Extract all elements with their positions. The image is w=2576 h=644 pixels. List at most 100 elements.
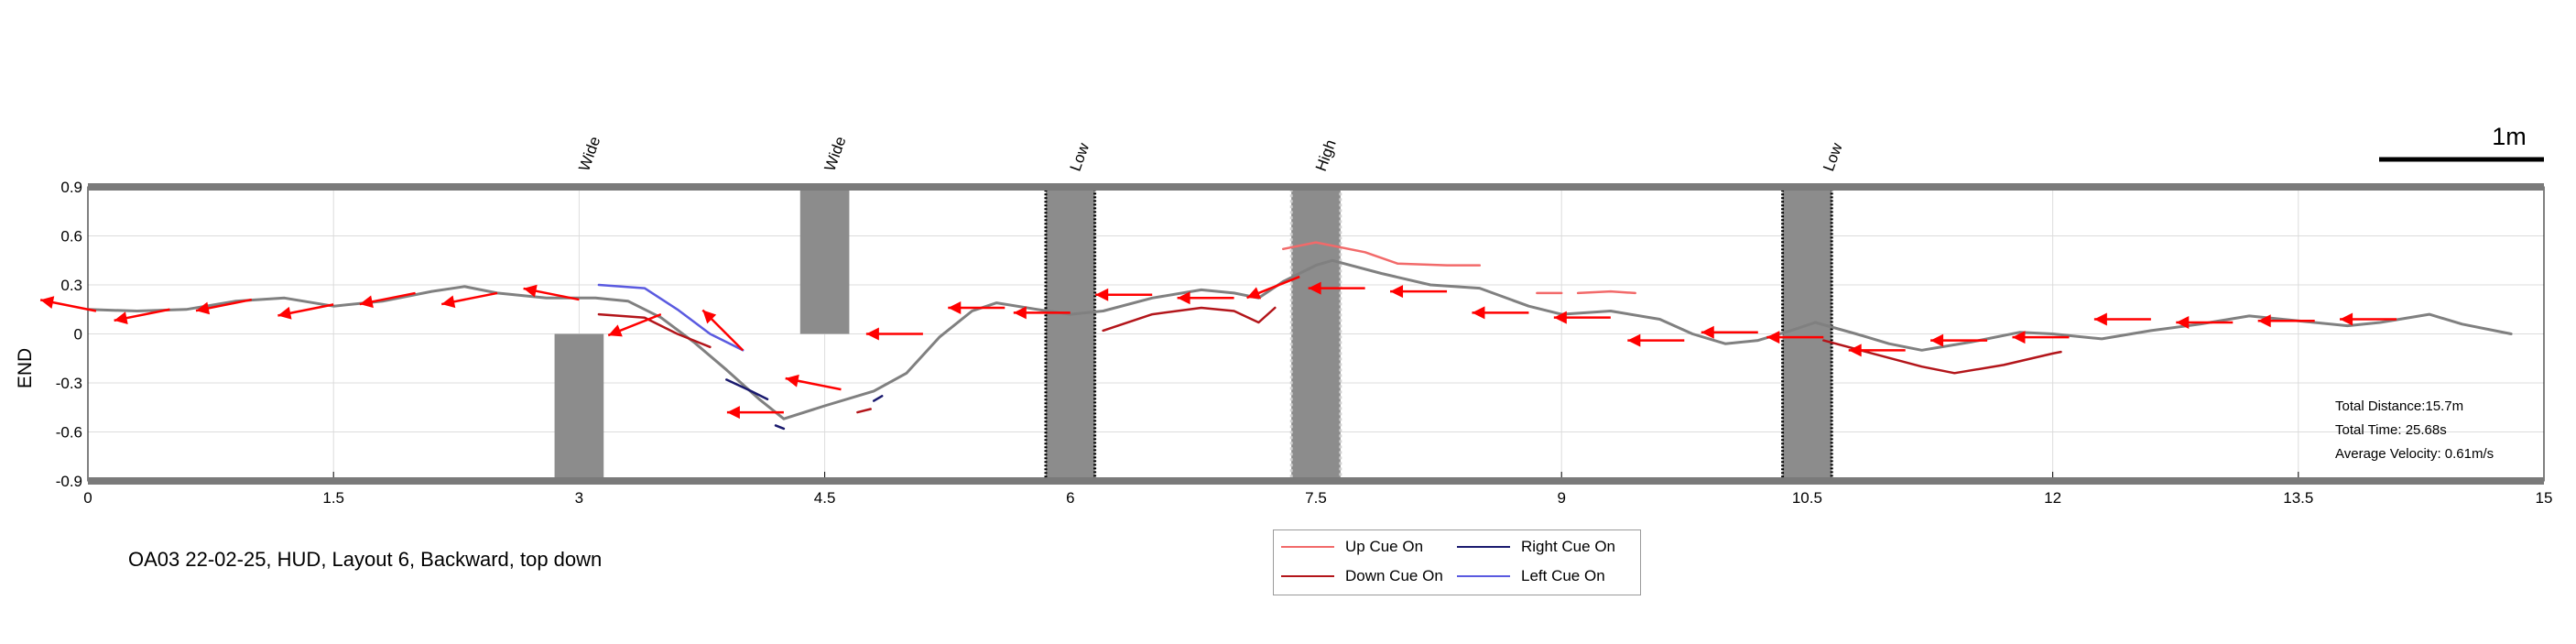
heading-arrow-head bbox=[1627, 333, 1641, 347]
x-tick-label: 4.5 bbox=[814, 489, 836, 507]
heading-arrow bbox=[440, 291, 498, 309]
x-tick-label: 7.5 bbox=[1305, 489, 1327, 507]
series-path bbox=[86, 258, 2513, 420]
heading-arrow-head bbox=[2340, 312, 2353, 326]
heading-arrows bbox=[39, 275, 2397, 420]
heading-arrow bbox=[2340, 312, 2397, 326]
scale-bar: 1m bbox=[2379, 123, 2544, 162]
scale-bar-label: 1m bbox=[2492, 123, 2527, 150]
legend-label-down-cue: Down Cue On bbox=[1345, 567, 1443, 584]
legend-item-left-cue: Left Cue On bbox=[1457, 567, 1605, 585]
series-down-cue bbox=[1102, 306, 1277, 333]
heading-arrow-head bbox=[608, 324, 623, 337]
obstacle-label: Wide bbox=[575, 134, 603, 173]
series-up-cue bbox=[1576, 289, 1636, 295]
legend-label-right-cue: Right Cue On bbox=[1521, 538, 1615, 555]
heading-arrow-head bbox=[277, 306, 292, 320]
x-tick-label: 3 bbox=[575, 489, 583, 507]
heading-arrow-head bbox=[2176, 316, 2190, 330]
y-tick-label: 0.6 bbox=[60, 228, 82, 246]
y-tick-label: 0 bbox=[74, 326, 82, 344]
x-tick-labels: 0 1.5 3 4.5 6 7.5 9 10.5 12 13.5 15 bbox=[83, 489, 2552, 507]
series-right-cue bbox=[725, 378, 769, 401]
series-right-cue bbox=[774, 424, 786, 431]
heading-arrow-head bbox=[948, 300, 962, 314]
heading-arrow bbox=[39, 296, 97, 312]
chart-caption: OA03 22-02-25, HUD, Layout 6, Backward, … bbox=[128, 548, 603, 571]
heading-arrow bbox=[948, 300, 1005, 314]
y-tick-label: 0.9 bbox=[60, 179, 82, 196]
x-tick-label: 9 bbox=[1557, 489, 1565, 507]
x-tick-label: 13.5 bbox=[2283, 489, 2313, 507]
obstacle-label: Low bbox=[1820, 140, 1846, 173]
heading-arrow-head bbox=[2093, 312, 2107, 326]
obstacle-labels: Wide Wide Low High Low bbox=[575, 134, 1846, 173]
stat-total-time: Total Time: 25.68s bbox=[2335, 422, 2447, 438]
heading-arrow bbox=[1472, 306, 1529, 320]
x-tick-label: 10.5 bbox=[1792, 489, 1822, 507]
heading-arrow bbox=[1246, 275, 1300, 300]
heading-arrow bbox=[1766, 331, 1824, 344]
heading-arrow bbox=[2257, 314, 2315, 328]
x-tick-label: 0 bbox=[83, 489, 92, 507]
heading-arrow bbox=[523, 284, 580, 301]
legend-swatch-right-cue bbox=[1457, 546, 1510, 548]
heading-arrow-head bbox=[2012, 331, 2026, 344]
heading-arrow-head bbox=[40, 296, 55, 310]
legend-item-down-cue: Down Cue On bbox=[1281, 567, 1443, 585]
series-left-cue bbox=[597, 283, 745, 352]
legend-swatch-left-cue bbox=[1457, 575, 1510, 577]
obstacle-solid bbox=[799, 187, 850, 334]
heading-arrow bbox=[701, 309, 745, 352]
heading-arrow bbox=[2012, 331, 2070, 344]
heading-arrow bbox=[1177, 291, 1234, 305]
heading-arrow bbox=[1930, 333, 1988, 347]
legend-item-up-cue: Up Cue On bbox=[1281, 538, 1423, 556]
heading-arrow bbox=[114, 308, 170, 325]
heading-arrow-head bbox=[195, 301, 211, 315]
x-tick-label: 15 bbox=[2536, 489, 2553, 507]
heading-arrow-head bbox=[1013, 306, 1027, 320]
heading-arrow-head bbox=[1930, 333, 1944, 347]
obstacle-dotted-dark bbox=[1781, 185, 1833, 483]
heading-arrow bbox=[1627, 333, 1685, 347]
heading-arrow-head bbox=[1246, 287, 1262, 300]
legend: Up Cue On Right Cue On Down Cue On Left … bbox=[1273, 529, 1641, 595]
heading-arrow bbox=[1095, 288, 1153, 301]
heading-arrow-head bbox=[359, 295, 374, 309]
heading-arrow bbox=[1553, 311, 1611, 324]
obstacle-label: Low bbox=[1067, 140, 1093, 173]
legend-swatch-up-cue bbox=[1281, 546, 1334, 548]
series-down-cue bbox=[856, 408, 872, 414]
heading-arrow-head bbox=[1553, 311, 1567, 324]
series-right-cue bbox=[872, 395, 884, 402]
heading-arrow-head bbox=[726, 406, 740, 420]
plot-frame bbox=[87, 183, 2545, 485]
y-tick-label: -0.3 bbox=[56, 375, 82, 392]
heading-arrow bbox=[1701, 325, 1758, 339]
x-tick-label: 6 bbox=[1066, 489, 1074, 507]
heading-arrow bbox=[726, 406, 784, 420]
heading-arrow-head bbox=[1701, 325, 1714, 339]
stat-average-velocity: Average Velocity: 0.61m/s bbox=[2335, 446, 2494, 462]
obstacle-dotted-light bbox=[1289, 185, 1342, 483]
y-tick-label: -0.9 bbox=[56, 473, 82, 490]
heading-arrow bbox=[2176, 316, 2234, 330]
heading-arrow-head bbox=[1095, 288, 1109, 301]
obstacles bbox=[554, 185, 1833, 483]
obstacle-label: High bbox=[1312, 137, 1340, 173]
heading-arrow-head bbox=[785, 374, 799, 387]
stat-total-distance: Total Distance:15.7m bbox=[2335, 398, 2463, 414]
heading-arrow-head bbox=[1308, 281, 1321, 295]
heading-arrow-head bbox=[865, 327, 879, 341]
x-tick-label: 12 bbox=[2044, 489, 2061, 507]
heading-arrow-head bbox=[523, 284, 538, 298]
heading-arrow-head bbox=[1390, 285, 1404, 299]
series-down-cue bbox=[1822, 339, 2062, 375]
heading-arrow bbox=[195, 298, 253, 315]
obstacle-dotted-dark bbox=[1044, 185, 1097, 483]
legend-item-right-cue: Right Cue On bbox=[1457, 538, 1615, 556]
series-down-cue bbox=[597, 312, 712, 349]
heading-arrow bbox=[607, 312, 662, 337]
heading-arrow-head bbox=[441, 295, 456, 309]
